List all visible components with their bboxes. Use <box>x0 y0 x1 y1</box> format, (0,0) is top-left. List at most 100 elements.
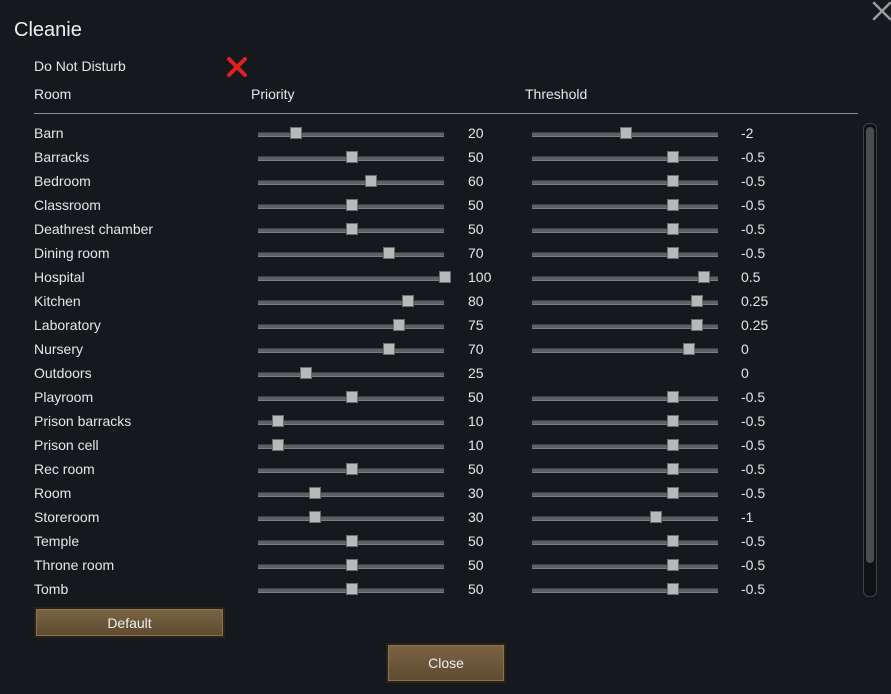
priority-slider[interactable] <box>258 175 444 187</box>
priority-slider[interactable] <box>258 271 451 283</box>
close-button[interactable]: Close <box>386 643 506 683</box>
slider-handle[interactable] <box>271 439 284 451</box>
do-not-disturb-toggle-red-x-icon[interactable] <box>226 56 248 78</box>
slider-handle[interactable] <box>383 247 396 259</box>
scrollbar-thumb[interactable] <box>866 127 874 563</box>
slider-handle[interactable] <box>690 319 703 331</box>
slider-handle[interactable] <box>666 223 679 235</box>
room-row: Barn 20 -2 <box>0 121 891 145</box>
slider-handle[interactable] <box>383 343 396 355</box>
slider-handle[interactable] <box>620 127 632 139</box>
threshold-slider[interactable] <box>532 439 718 451</box>
priority-slider[interactable] <box>258 463 444 475</box>
slider-handle[interactable] <box>666 151 679 163</box>
threshold-slider[interactable] <box>532 415 718 427</box>
slider-handle[interactable] <box>666 391 679 403</box>
room-name: Room <box>34 485 72 501</box>
slider-handle[interactable] <box>666 199 679 211</box>
room-name: Bedroom <box>34 173 91 189</box>
slider-handle[interactable] <box>346 391 358 403</box>
threshold-slider[interactable] <box>532 391 718 403</box>
slider-handle[interactable] <box>346 223 358 235</box>
priority-slider[interactable] <box>258 415 444 427</box>
priority-slider[interactable] <box>258 343 444 355</box>
slider-track <box>532 252 718 257</box>
threshold-value: -0.5 <box>741 413 766 429</box>
priority-slider[interactable] <box>258 247 444 259</box>
priority-slider[interactable] <box>258 199 444 211</box>
room-name: Nursery <box>34 341 84 357</box>
slider-handle[interactable] <box>683 343 696 355</box>
default-button[interactable]: Default <box>34 607 225 638</box>
room-row: Kitchen 80 0.25 <box>0 289 891 313</box>
slider-handle[interactable] <box>666 559 679 571</box>
slider-handle[interactable] <box>308 487 321 499</box>
threshold-slider[interactable] <box>532 247 718 259</box>
threshold-slider[interactable] <box>532 463 718 475</box>
slider-handle[interactable] <box>439 271 451 283</box>
threshold-slider[interactable] <box>532 223 718 235</box>
priority-slider[interactable] <box>258 367 444 379</box>
slider-handle[interactable] <box>308 511 321 523</box>
room-name: Prison barracks <box>34 413 132 429</box>
priority-value: 50 <box>468 149 484 165</box>
priority-slider[interactable] <box>258 295 444 307</box>
threshold-slider[interactable] <box>532 175 718 187</box>
threshold-slider[interactable] <box>532 295 718 307</box>
room-name: Hospital <box>34 269 85 285</box>
close-x-icon[interactable] <box>871 0 891 22</box>
slider-handle[interactable] <box>392 319 405 331</box>
priority-slider[interactable] <box>258 511 444 523</box>
priority-slider[interactable] <box>258 151 444 163</box>
slider-handle[interactable] <box>346 199 358 211</box>
threshold-slider[interactable] <box>532 343 718 355</box>
threshold-slider[interactable] <box>532 151 718 163</box>
slider-handle[interactable] <box>299 367 312 379</box>
priority-slider[interactable] <box>258 127 444 139</box>
threshold-slider[interactable] <box>532 559 718 571</box>
priority-slider[interactable] <box>258 391 444 403</box>
room-name: Classroom <box>34 197 101 213</box>
slider-handle[interactable] <box>649 511 662 523</box>
threshold-slider[interactable] <box>532 583 718 595</box>
room-name: Rec room <box>34 461 95 477</box>
slider-handle[interactable] <box>666 247 679 259</box>
room-name: Dining room <box>34 245 110 261</box>
slider-handle[interactable] <box>346 535 358 547</box>
priority-slider[interactable] <box>258 487 444 499</box>
slider-handle[interactable] <box>666 487 679 499</box>
slider-handle[interactable] <box>666 175 679 187</box>
threshold-slider[interactable] <box>532 199 718 211</box>
threshold-slider[interactable] <box>532 271 718 283</box>
priority-value: 50 <box>468 221 484 237</box>
slider-handle[interactable] <box>401 295 414 307</box>
slider-handle[interactable] <box>698 271 711 283</box>
slider-handle[interactable] <box>346 559 358 571</box>
priority-slider[interactable] <box>258 583 444 595</box>
priority-slider[interactable] <box>258 223 444 235</box>
threshold-slider[interactable] <box>532 511 718 523</box>
slider-handle[interactable] <box>290 127 303 139</box>
room-list-scrollbar[interactable] <box>863 123 877 597</box>
slider-handle[interactable] <box>346 583 358 595</box>
slider-handle[interactable] <box>666 439 679 451</box>
threshold-slider[interactable] <box>532 487 718 499</box>
threshold-slider[interactable] <box>532 535 718 547</box>
slider-handle[interactable] <box>666 583 679 595</box>
slider-handle[interactable] <box>690 295 703 307</box>
slider-handle[interactable] <box>666 463 679 475</box>
slider-handle[interactable] <box>666 535 679 547</box>
slider-handle[interactable] <box>346 463 358 475</box>
slider-handle[interactable] <box>346 151 358 163</box>
threshold-slider[interactable] <box>532 127 718 139</box>
priority-slider[interactable] <box>258 559 444 571</box>
room-row: Prison barracks 10 -0.5 <box>0 409 891 433</box>
slider-handle[interactable] <box>271 415 284 427</box>
priority-slider[interactable] <box>258 319 444 331</box>
threshold-value: -0.5 <box>741 437 766 453</box>
priority-slider[interactable] <box>258 439 444 451</box>
slider-handle[interactable] <box>364 175 377 187</box>
threshold-slider[interactable] <box>532 319 718 331</box>
slider-handle[interactable] <box>666 415 679 427</box>
priority-slider[interactable] <box>258 535 444 547</box>
